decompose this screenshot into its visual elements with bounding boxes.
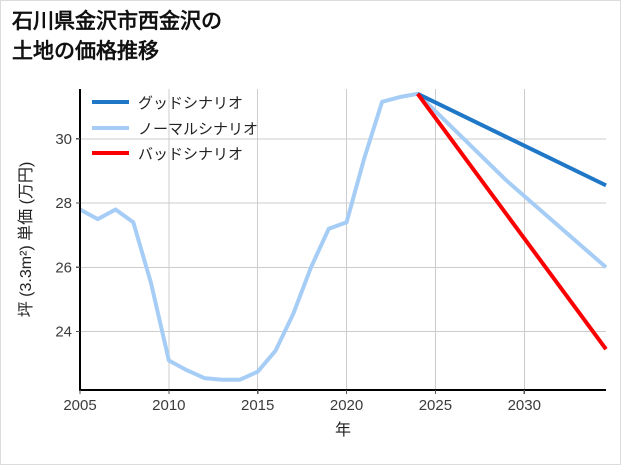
x-tick-label: 2025 [419,397,452,414]
x-tick-label: 2005 [63,397,96,414]
y-tick-label: 28 [55,195,72,212]
series-line-バッドシナリオ [416,92,608,351]
legend-label-2: ノーマルシナリオ [138,121,258,138]
page-title: 石川県金沢市西金沢の 土地の価格推移 [12,10,222,63]
x-axis-title: 年 [335,421,351,439]
x-tick-label: 2030 [508,397,541,414]
y-axis-title: 坪 (3.3m²) 単価 (万円) [17,162,35,318]
series-line-ノーマルシナリオ [79,91,608,382]
legend-label-1: グッドシナリオ [138,95,243,112]
x-tick-label: 2015 [241,397,274,414]
y-tick-label: 26 [55,259,72,276]
x-tick-label: 2020 [330,397,363,414]
series-line-グッドシナリオ [416,92,607,188]
x-tick-label: 2010 [152,397,185,414]
y-tick-label: 24 [55,324,72,341]
y-tick-label: 30 [55,131,72,148]
legend-label-3: バッドシナリオ [138,146,243,163]
